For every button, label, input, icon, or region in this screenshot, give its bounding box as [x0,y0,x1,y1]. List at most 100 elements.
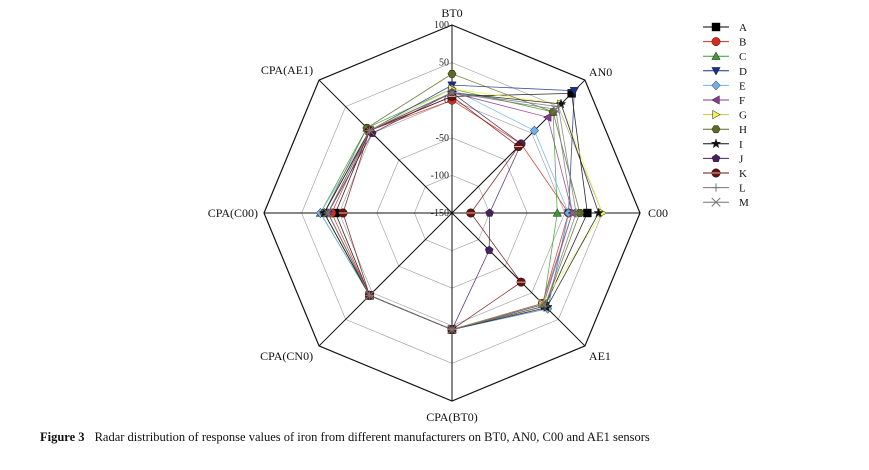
data-point-marker [484,245,494,254]
data-point-marker [711,37,721,47]
tick-label: -50 [436,133,449,144]
data-point-marker [712,109,721,120]
data-point-marker [567,89,576,98]
marker-stroke [447,88,457,98]
data-point-marker [711,153,721,163]
data-point-marker [711,95,720,105]
marker-stroke [365,126,375,136]
legend-label: J [739,153,744,165]
data-point-marker [711,197,721,207]
legend-item-G: G [703,110,747,122]
figure-caption-text: Radar distribution of response values of… [94,430,650,444]
series-M [323,88,577,335]
legend-item-C: C [703,51,746,63]
legend-item-A: A [703,22,747,34]
legend-item-D: D [703,66,747,78]
legend-label: A [739,22,747,34]
axis-label-cpabt0: CPA(BT0) [426,410,478,424]
data-point-marker [485,208,494,217]
legend-label: C [739,51,746,63]
legend-item-M: M [703,197,749,209]
data-point-marker [571,208,581,218]
axis-label-cpaae1: CPA(AE1) [261,63,313,77]
axis-label-bt0: BT0 [441,6,462,20]
data-point-marker [569,87,579,96]
legend-item-L: L [703,183,746,195]
marker-stroke [551,104,561,114]
legend-label: F [739,95,745,107]
legend-item-J: J [703,153,744,165]
legend-label: M [739,197,749,209]
axis-label-cpac00: CPA(C00) [208,206,258,220]
axis-label-cpacn0: CPA(CN0) [260,349,313,363]
figure-caption-label: Figure 3 [40,430,85,444]
data-point-marker [513,142,523,152]
legend-label: I [739,139,743,151]
data-point-marker [711,125,721,134]
axis-label-ae1: AE1 [589,349,611,363]
marker-stroke [447,325,457,335]
data-point-marker [447,325,457,335]
series-line-D [327,84,575,330]
legend-item-E: E [703,80,746,92]
data-point-marker [447,69,457,78]
data-point-marker [552,208,562,217]
marker-stroke [365,290,375,300]
data-point-marker [537,298,547,308]
data-point-marker [542,112,552,122]
data-point-marker [711,80,721,91]
data-point-marker [529,125,539,136]
axis-labels: BT0 AN0 C00 AE1 CPA(BT0) CPA(CN0) CPA(C00) CPA(… [208,6,668,424]
legend-item-I: I [703,138,743,151]
data-point-marker [711,168,721,178]
tick-label: 100 [434,20,449,31]
legend-label: G [739,110,747,122]
data-point-marker [710,138,722,149]
marker-stroke [567,208,577,218]
data-point-marker [711,183,721,192]
series-I [318,87,604,335]
data-point-marker [323,208,333,218]
legend-item-F: F [703,95,745,107]
data-point-marker [567,208,577,218]
legend-item-H: H [703,124,747,136]
axis-label-c00: C00 [648,206,668,220]
tick-label: 0 [444,95,449,106]
series-layer [315,69,608,335]
radar-chart: BT0 AN0 C00 AE1 CPA(BT0) CPA(CN0) CPA(C00) CPA(… [208,6,749,424]
data-point-marker [365,290,375,300]
data-point-marker [338,208,348,218]
legend-label: K [739,168,747,180]
data-point-marker [711,22,721,32]
figure-caption: Figure 3 Radar distribution of response v… [40,430,650,445]
axis-spoke [318,79,453,214]
data-point-marker [593,207,604,218]
marker-stroke [323,208,333,218]
data-point-marker [711,67,721,76]
legend-label: E [739,80,746,92]
marker-stroke [537,298,547,308]
axis-spoke [318,212,453,347]
legend-label: L [739,183,746,195]
tick-label: -150 [431,208,449,219]
axis-label-an0: AN0 [589,65,612,79]
tick-labels: 100 50 0 -50 -100 -150 [431,20,449,219]
legend-label: B [739,37,746,49]
legend-item-B: B [703,37,746,49]
series-D [323,81,579,335]
series-J [323,88,526,334]
data-point-marker [711,51,721,60]
legend-item-K: K [703,168,747,180]
data-point-marker [555,98,567,109]
data-point-marker [583,208,592,218]
tick-label: 50 [439,58,449,69]
legend-label: H [739,124,747,136]
legend-label: D [739,66,747,78]
marker-stroke [711,197,721,207]
tick-label: -100 [431,170,449,181]
data-point-marker [466,208,476,218]
data-point-marker [516,277,526,287]
data-point-marker [447,88,457,98]
data-point-marker [551,104,561,114]
